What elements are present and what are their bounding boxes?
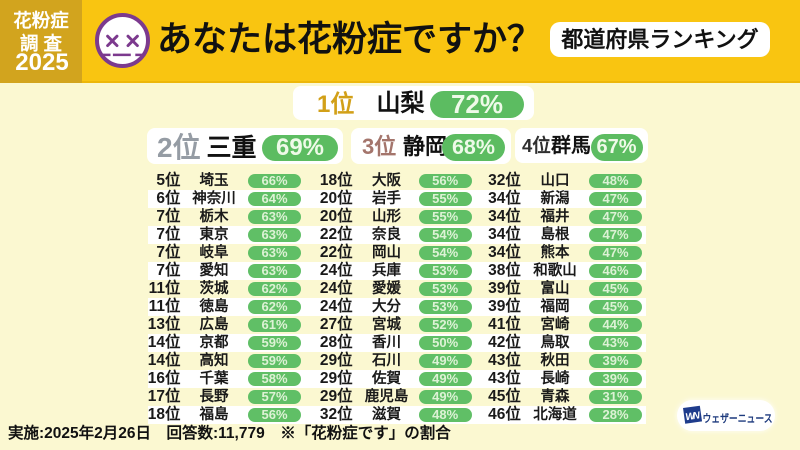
svg-text:ウェザーニュース: ウェザーニュース	[703, 412, 773, 425]
svg-text:WN: WN	[685, 410, 702, 423]
